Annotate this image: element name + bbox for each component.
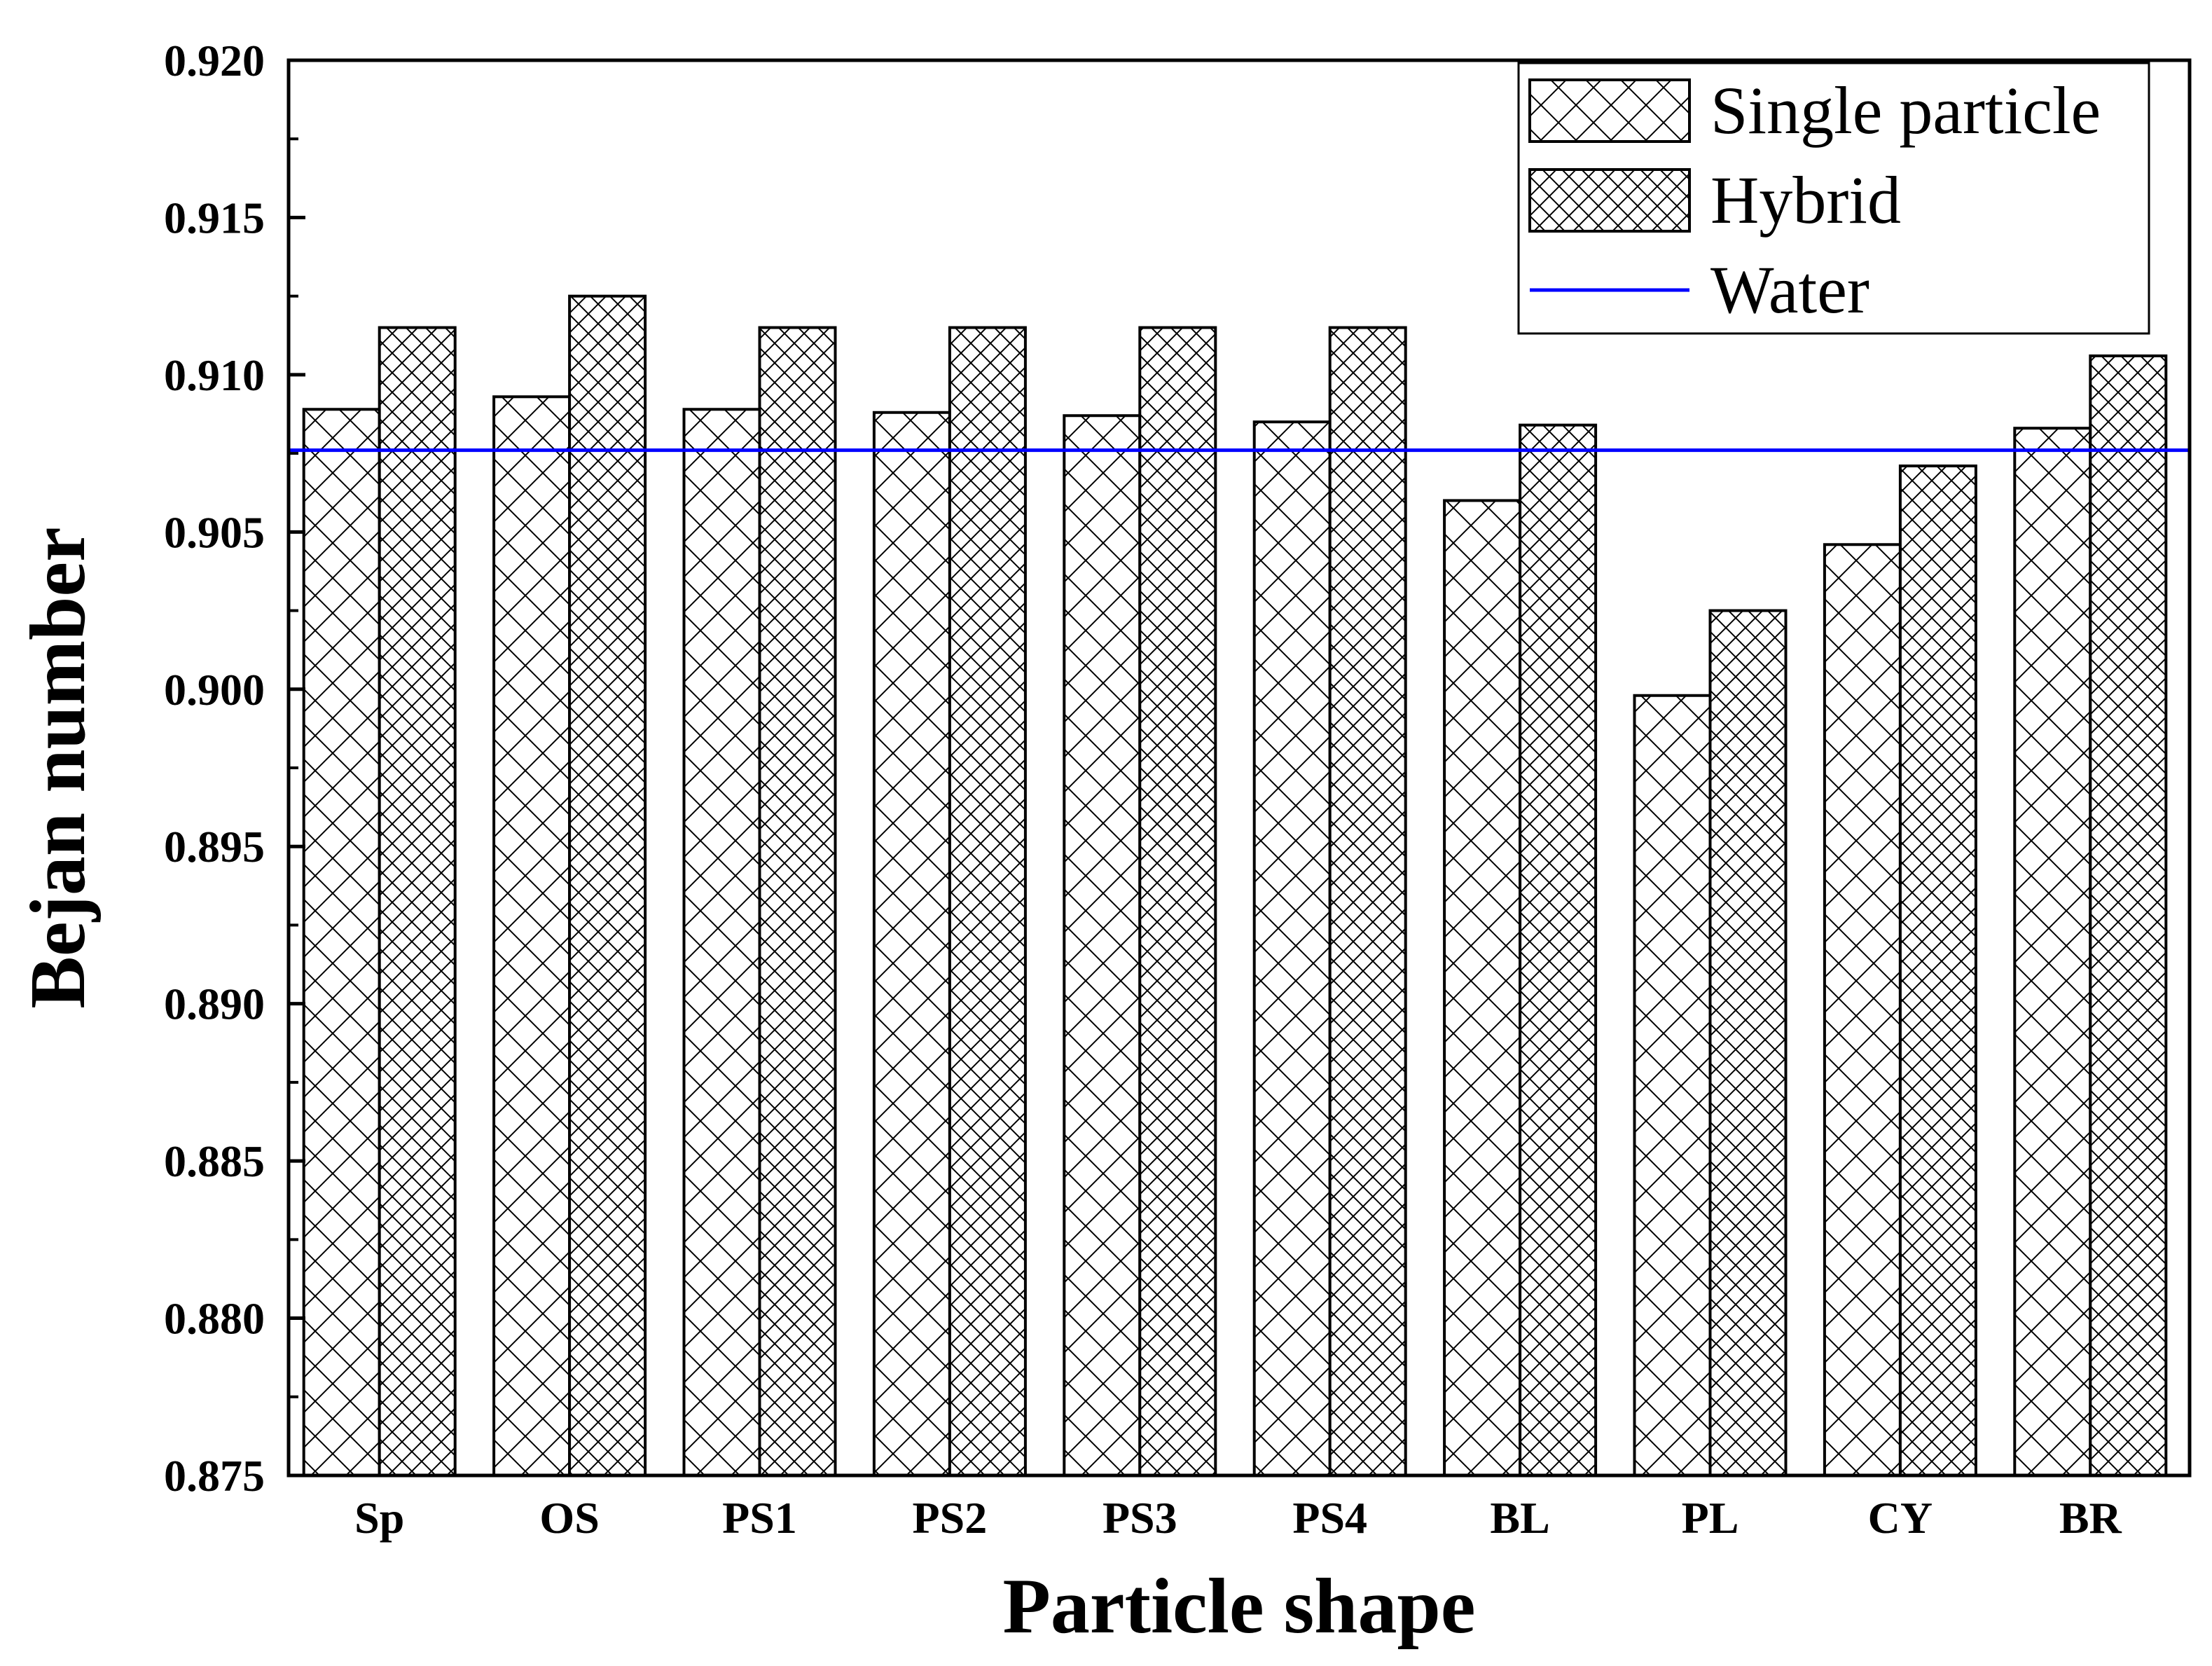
bar-hybrid-ps2 bbox=[948, 326, 1027, 1477]
legend-label-water: Water bbox=[1710, 252, 1869, 327]
x-tick-label-bl: BL bbox=[1490, 1493, 1549, 1543]
y-tick-label: 0.890 bbox=[164, 979, 265, 1029]
y-tick-label: 0.885 bbox=[164, 1136, 265, 1186]
y-tick-label: 0.875 bbox=[164, 1451, 265, 1501]
x-tick-label-ps1: PS1 bbox=[722, 1493, 797, 1543]
bar-single-particle-ps2 bbox=[872, 411, 951, 1477]
bar-hybrid-ps1 bbox=[758, 326, 837, 1477]
bar-hybrid-bl bbox=[1519, 423, 1598, 1478]
y-tick-label: 0.920 bbox=[164, 36, 265, 85]
x-tick-label-ps3: PS3 bbox=[1102, 1493, 1177, 1543]
y-tick-label: 0.910 bbox=[164, 350, 265, 400]
legend: Single particle Hybrid Water bbox=[1517, 62, 2150, 335]
bar-hybrid-ps3 bbox=[1138, 326, 1217, 1477]
y-tick-label: 0.900 bbox=[164, 665, 265, 715]
bar-single-particle-sp bbox=[302, 408, 381, 1477]
legend-swatch-hybrid bbox=[1528, 168, 1691, 233]
legend-label-hybrid: Hybrid bbox=[1710, 163, 1901, 237]
x-tick-label-ps4: PS4 bbox=[1292, 1493, 1367, 1543]
bar-single-particle-ps4 bbox=[1252, 420, 1332, 1478]
bar-single-particle-bl bbox=[1443, 499, 1522, 1477]
x-axis-title: Particle shape bbox=[1003, 1563, 1476, 1650]
bar-hybrid-sp bbox=[378, 326, 457, 1477]
y-tick-label: 0.915 bbox=[164, 193, 265, 242]
legend-label-single-particle: Single particle bbox=[1710, 73, 2101, 148]
y-tick-label: 0.880 bbox=[164, 1294, 265, 1344]
x-tick-label-pl: PL bbox=[1682, 1493, 1739, 1543]
x-tick-label-ps2: PS2 bbox=[913, 1493, 988, 1543]
x-tick-label-sp: Sp bbox=[354, 1493, 404, 1543]
y-tick-label: 0.895 bbox=[164, 822, 265, 872]
x-tick-label-os: OS bbox=[539, 1493, 599, 1543]
y-axis-ticks: 0.875 0.880 0.885 0.890 0.895 0.900 0.905 0.910… bbox=[164, 36, 305, 1501]
x-tick-label-cy: CY bbox=[1868, 1493, 1933, 1543]
bar-single-particle-ps1 bbox=[682, 408, 761, 1477]
bars-group bbox=[302, 294, 2168, 1478]
bar-single-particle-ps3 bbox=[1063, 414, 1142, 1478]
bar-single-particle-br bbox=[2013, 427, 2092, 1478]
bar-hybrid-cy bbox=[1898, 464, 1977, 1477]
legend-swatch-single-particle bbox=[1528, 78, 1691, 143]
bar-hybrid-os bbox=[568, 294, 647, 1478]
bar-single-particle-pl bbox=[1633, 694, 1712, 1477]
bar-single-particle-cy bbox=[1823, 543, 1902, 1477]
y-tick-label: 0.905 bbox=[164, 507, 265, 557]
y-axis-title: Bejan number bbox=[15, 527, 102, 1009]
bar-single-particle-os bbox=[492, 395, 572, 1477]
bar-hybrid-br bbox=[2089, 354, 2168, 1477]
x-axis-tick-labels: Sp OS PS1 PS2 PS3 PS4 BL PL CY BR bbox=[354, 1493, 2122, 1543]
x-tick-label-br: BR bbox=[2059, 1493, 2122, 1543]
bar-hybrid-pl bbox=[1708, 609, 1788, 1477]
bar-hybrid-ps4 bbox=[1328, 326, 1407, 1477]
